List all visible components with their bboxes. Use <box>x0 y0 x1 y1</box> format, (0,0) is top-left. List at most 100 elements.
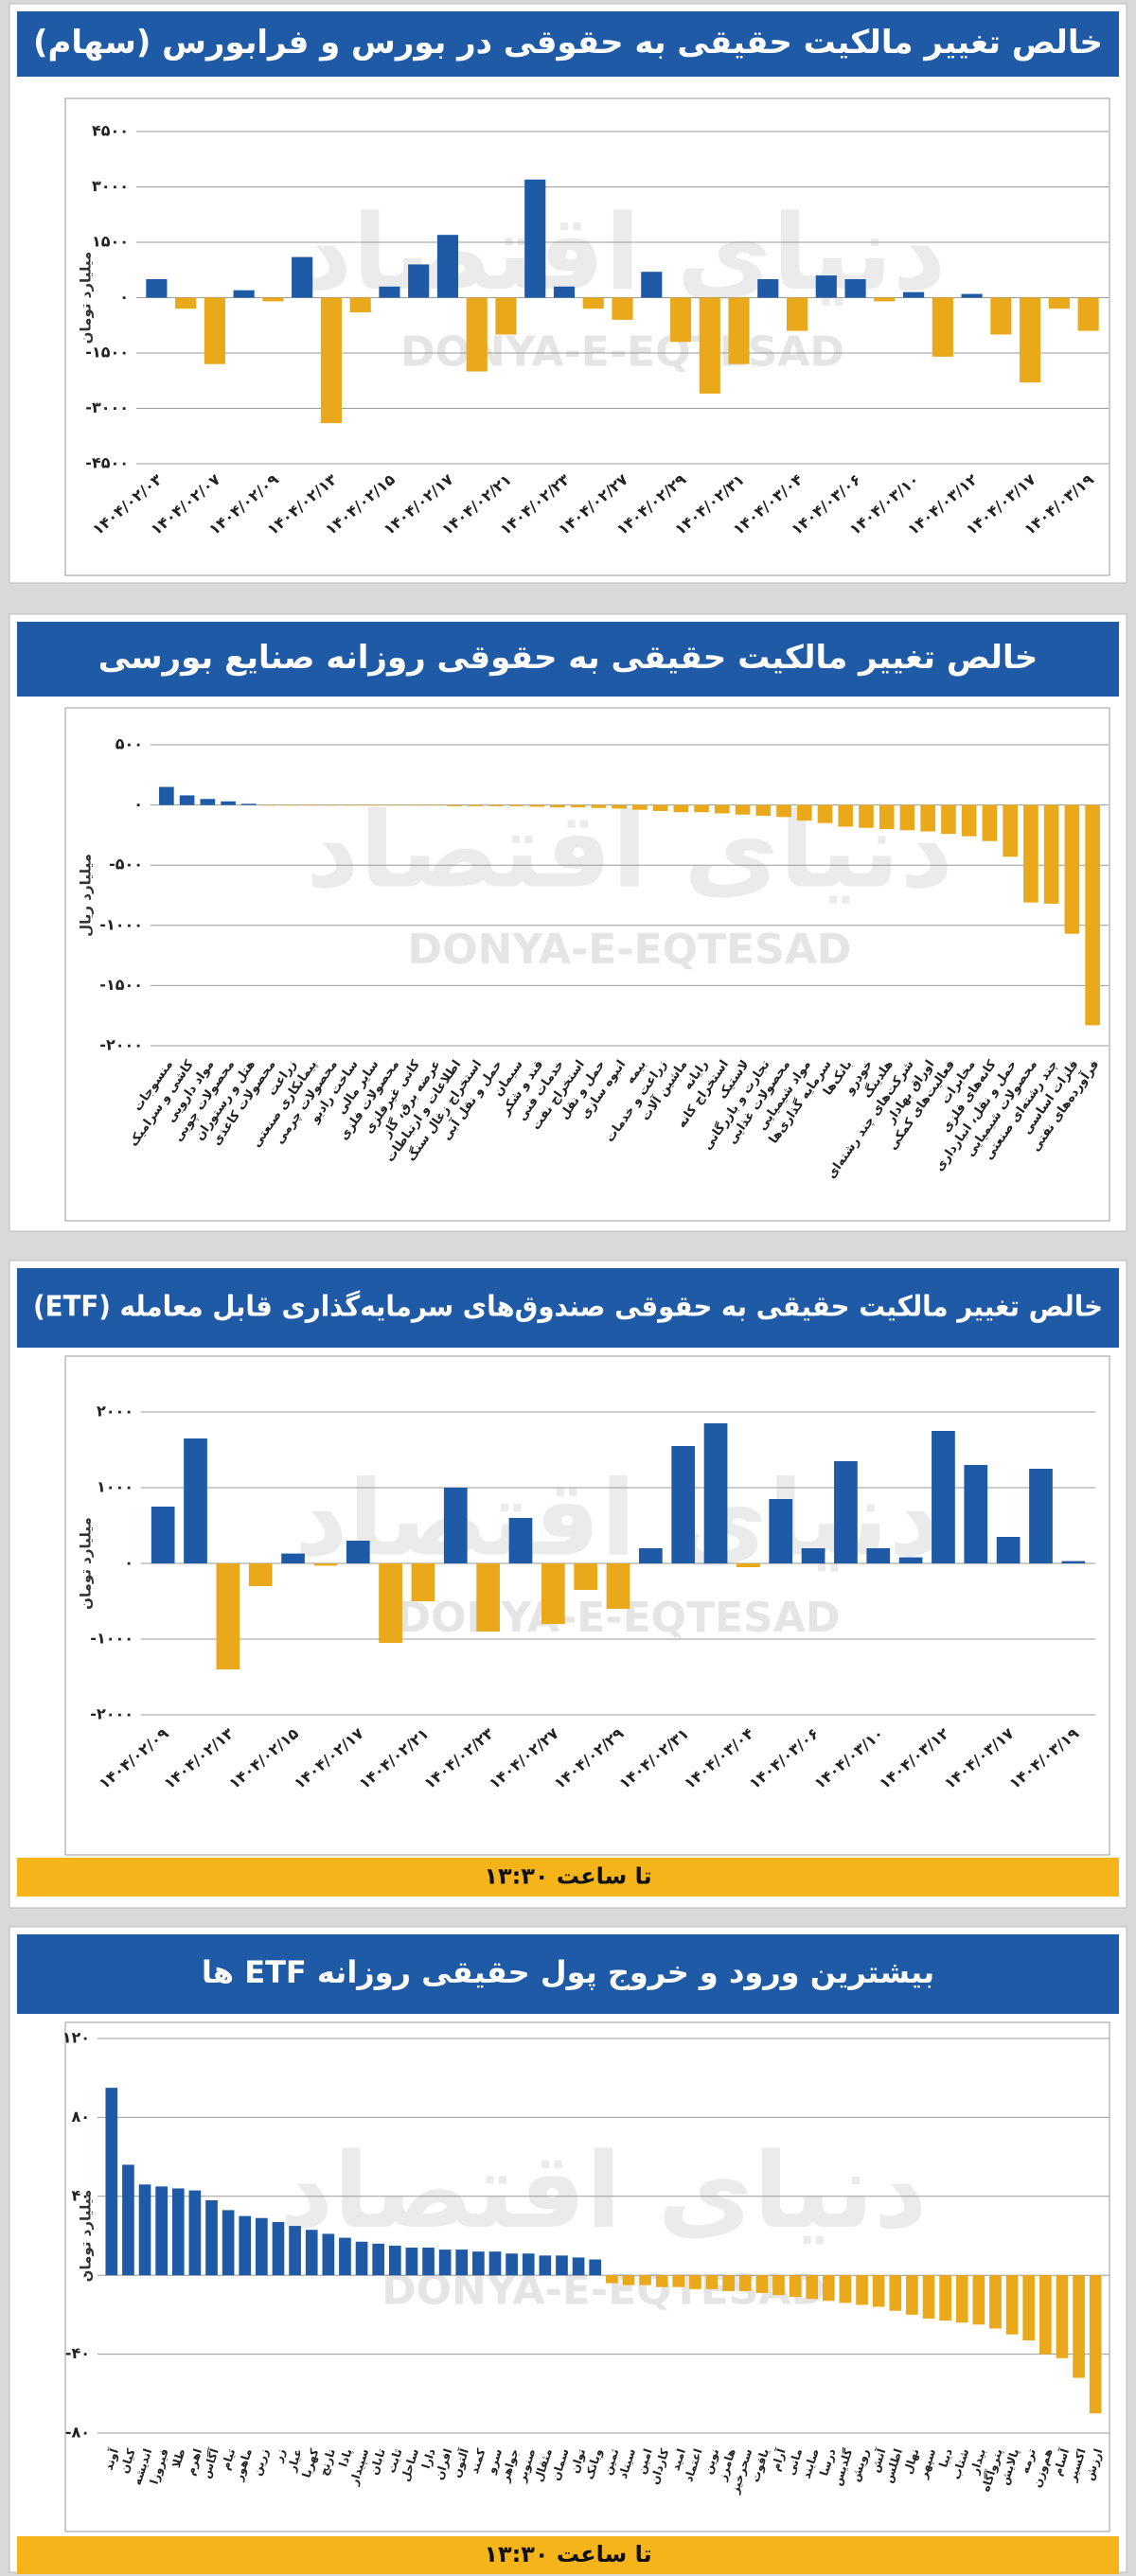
bar <box>834 1461 858 1563</box>
bar <box>241 803 257 805</box>
bar <box>488 804 504 806</box>
bar <box>550 804 565 808</box>
y-tick-label: ۵۰۰ <box>115 735 143 753</box>
chart-title: بیشترین ورود و خروج پول حقیقی روزانه ETF… <box>202 1954 934 1990</box>
bar <box>216 1563 240 1669</box>
bar <box>405 2248 418 2276</box>
bar <box>522 2253 535 2276</box>
bar <box>205 2199 218 2276</box>
bar <box>1085 804 1100 1026</box>
y-tick-label: -۲۰۰۰ <box>90 1705 133 1723</box>
title-banner <box>17 11 1119 77</box>
bar <box>673 804 689 813</box>
y-tick-label: ۳۰۰۰ <box>92 177 129 195</box>
bar <box>856 2275 868 2305</box>
bar <box>261 804 277 806</box>
bar <box>769 1499 793 1563</box>
bar <box>438 2250 452 2276</box>
x-tick-label: پادا <box>336 2447 354 2469</box>
y-tick-label: -۳۰۰۰ <box>85 398 129 416</box>
bar <box>906 2275 918 2315</box>
bar <box>941 804 956 835</box>
bar <box>443 1488 468 1563</box>
bar <box>292 256 313 298</box>
bar <box>426 804 442 806</box>
bar <box>641 272 663 298</box>
y-tick-label: ۰ <box>119 288 129 306</box>
title-banner <box>17 1268 1119 1348</box>
bar <box>932 1431 955 1563</box>
bar <box>171 2188 185 2276</box>
bar <box>632 804 648 810</box>
y-tick-label: -۴۰ <box>65 2344 90 2362</box>
bar <box>122 2164 134 2276</box>
bar <box>964 1465 988 1563</box>
bar <box>262 297 284 302</box>
bar <box>996 1537 1021 1563</box>
bar <box>652 804 668 811</box>
watermark-text: DONYA-E-EQTESAD <box>382 2267 825 2315</box>
bar <box>349 297 371 313</box>
bar <box>1023 804 1038 903</box>
bar <box>508 1518 533 1563</box>
bar <box>379 286 400 298</box>
y-tick-label: ۱۰۰۰ <box>97 1478 133 1496</box>
y-axis-label: میلیارد تومان <box>78 252 95 344</box>
y-tick-label: -۱۰۰۰ <box>90 1630 133 1648</box>
chart-title: خالص تغییر مالکیت حقیقی به حقوقی در بورس… <box>33 24 1103 62</box>
bar <box>694 804 709 813</box>
y-tick-label: ۲۰۰۰ <box>97 1403 133 1420</box>
y-axis-label: میلیارد تومان <box>78 1517 95 1610</box>
bar <box>1003 804 1018 857</box>
bar <box>468 804 483 806</box>
bar <box>757 279 779 298</box>
bar <box>1064 804 1080 934</box>
bar <box>476 1563 500 1632</box>
bar <box>385 804 400 806</box>
bar <box>159 786 174 805</box>
bar <box>705 2275 719 2289</box>
bar <box>570 804 586 808</box>
y-tick-label: -۱۰۰۰ <box>99 915 143 933</box>
bar <box>184 1438 207 1563</box>
bar <box>524 179 546 298</box>
bar <box>903 291 925 298</box>
bar <box>735 804 751 815</box>
bar <box>574 1563 598 1590</box>
bar <box>822 2275 835 2302</box>
bar <box>806 2275 819 2300</box>
bar <box>755 804 772 817</box>
bar <box>817 804 833 823</box>
bar <box>372 2243 385 2276</box>
bar <box>272 2221 285 2276</box>
bar <box>313 1563 338 1566</box>
bar <box>488 2251 502 2276</box>
y-axis-label: میلیارد تومان <box>78 2190 95 2283</box>
bar <box>990 297 1012 335</box>
bar <box>339 2237 351 2276</box>
bar <box>233 290 255 298</box>
y-tick-label: -۲۰۰۰ <box>99 1036 143 1054</box>
chart-title: خالص تغییر مالکیت حقیقی به حقوقی صندوق‌ه… <box>33 1290 1103 1324</box>
bar <box>541 1563 565 1624</box>
bar <box>364 804 381 806</box>
watermark-logo: دنیای اقتصاد <box>294 1457 942 1579</box>
watermark-logo: دنیای اقتصاد <box>299 192 947 313</box>
bar <box>639 2275 651 2285</box>
bar <box>281 1553 305 1563</box>
bar <box>188 2190 202 2276</box>
bar <box>776 804 791 818</box>
bar <box>961 293 983 298</box>
x-tick-label: طلا <box>169 2447 188 2470</box>
bar <box>379 1563 402 1643</box>
bar <box>1048 297 1070 309</box>
bar <box>1005 2275 1019 2335</box>
bar <box>737 1563 760 1567</box>
y-tick-label: ۱۲۰ <box>62 2029 90 2047</box>
bar <box>282 804 298 806</box>
bar <box>920 804 936 832</box>
bar <box>1038 2275 1052 2355</box>
bar <box>572 2257 585 2276</box>
